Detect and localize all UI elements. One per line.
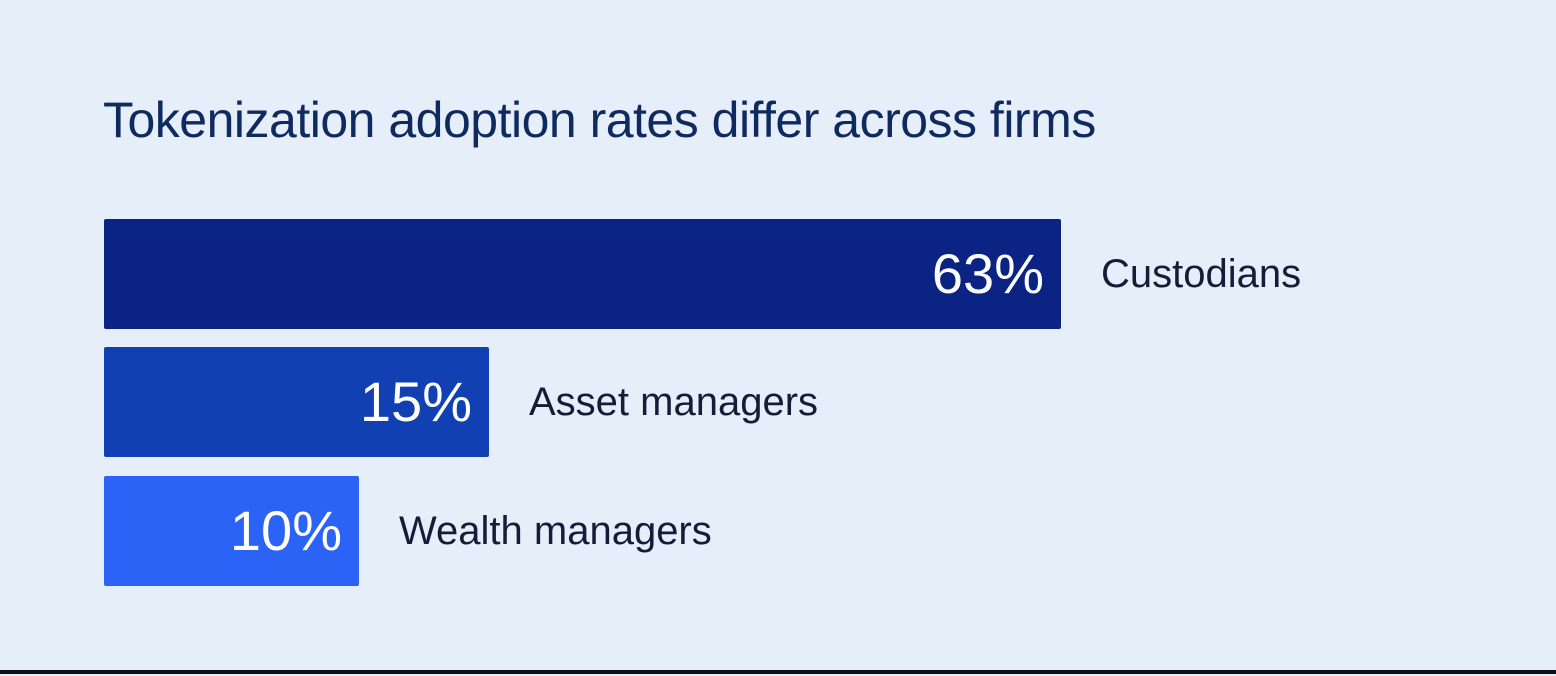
bar-value-custodians: 63% — [931, 242, 1044, 305]
bar-row-asset-managers: 15% Asset managers — [104, 347, 818, 457]
bar-custodians: 63% — [104, 219, 1061, 329]
bar-wealth-managers: 10% — [104, 476, 359, 586]
bar-row-custodians: 63% Custodians — [104, 219, 1301, 329]
bar-value-wealth-managers: 10% — [229, 499, 342, 562]
bar-label-wealth-managers: Wealth managers — [399, 508, 712, 553]
bar-asset-managers: 15% — [104, 347, 489, 457]
bottom-rule — [0, 670, 1556, 674]
bar-value-asset-managers: 15% — [359, 370, 472, 433]
bar-row-wealth-managers: 10% Wealth managers — [104, 476, 712, 586]
bar-label-custodians: Custodians — [1101, 251, 1302, 296]
chart-title: Tokenization adoption rates differ acros… — [103, 92, 1096, 148]
bar-label-asset-managers: Asset managers — [529, 379, 819, 424]
